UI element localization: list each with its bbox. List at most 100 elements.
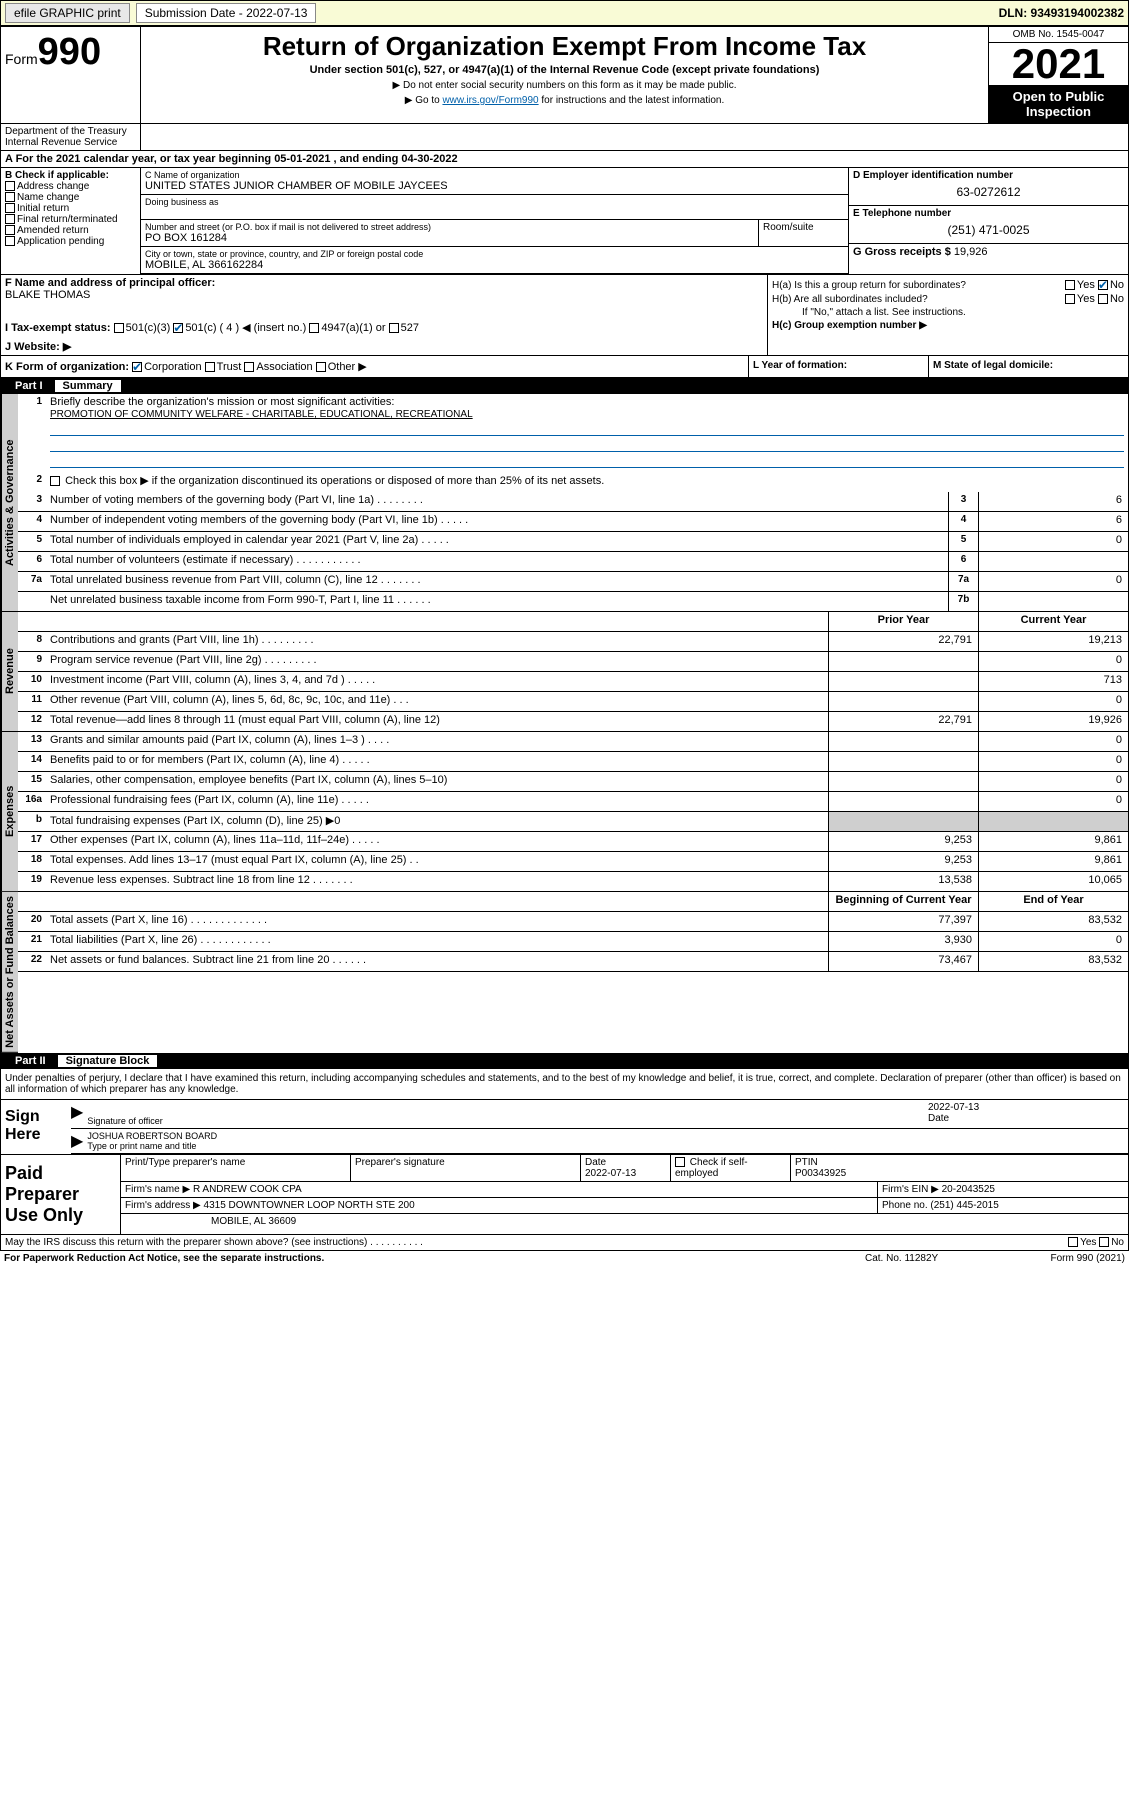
hb-yes[interactable] <box>1065 294 1075 304</box>
sign-here-block: Sign Here ▶ Signature of officer 2022-07… <box>1 1100 1128 1154</box>
ein-value: 63-0272612 <box>853 181 1124 203</box>
summary-row: 10 Investment income (Part VIII, column … <box>18 672 1128 692</box>
addr-label: Number and street (or P.O. box if mail i… <box>145 222 754 232</box>
summary-row: 7a Total unrelated business revenue from… <box>18 572 1128 592</box>
city-label: City or town, state or province, country… <box>145 249 844 259</box>
discuss-row: May the IRS discuss this return with the… <box>1 1234 1128 1250</box>
summary-row: 20 Total assets (Part X, line 16) . . . … <box>18 912 1128 932</box>
arrow-icon: ▶ <box>71 1102 83 1126</box>
paid-label: Paid Preparer Use Only <box>1 1155 121 1234</box>
d-label: D Employer identification number <box>853 170 1124 181</box>
row-i: I Tax-exempt status: 501(c)(3) 501(c) ( … <box>5 321 763 334</box>
summary-row: 6 Total number of volunteers (estimate i… <box>18 552 1128 572</box>
check-corp[interactable] <box>132 362 142 372</box>
check-4947[interactable] <box>309 323 319 333</box>
form-subtitle: Under section 501(c), 527, or 4947(a)(1)… <box>145 64 984 76</box>
j-label: J Website: ▶ <box>5 340 763 353</box>
paid-preparer-block: Paid Preparer Use Only Print/Type prepar… <box>1 1154 1128 1234</box>
check-trust[interactable] <box>205 362 215 372</box>
mission-text: PROMOTION OF COMMUNITY WELFARE - CHARITA… <box>50 409 473 420</box>
ha-yes[interactable] <box>1065 280 1075 290</box>
check-501c3[interactable] <box>114 323 124 333</box>
summary-row: 3 Number of voting members of the govern… <box>18 492 1128 512</box>
hb-note: If "No," attach a list. See instructions… <box>772 307 1124 318</box>
b-label: B Check if applicable: <box>5 170 136 181</box>
footer: For Paperwork Reduction Act Notice, see … <box>0 1251 1129 1266</box>
hb-no[interactable] <box>1098 294 1108 304</box>
summary-row: 12 Total revenue—add lines 8 through 11 … <box>18 712 1128 732</box>
submission-date-label: Submission Date - 2022-07-13 <box>136 3 317 23</box>
side-gov: Activities & Governance <box>1 394 18 612</box>
efile-print-button[interactable]: efile GRAPHIC print <box>5 3 130 23</box>
arrow-icon: ▶ <box>71 1131 83 1151</box>
form-number-box: Form990 <box>1 27 141 123</box>
org-address: PO BOX 161284 <box>145 232 754 244</box>
summary-row: 11 Other revenue (Part VIII, column (A),… <box>18 692 1128 712</box>
check-address[interactable] <box>5 181 15 191</box>
summary-row: 22 Net assets or fund balances. Subtract… <box>18 952 1128 972</box>
gross-receipts: 19,926 <box>954 246 988 258</box>
e-label: E Telephone number <box>853 208 1124 219</box>
summary-row: 9 Program service revenue (Part VIII, li… <box>18 652 1128 672</box>
form-title: Return of Organization Exempt From Incom… <box>145 31 984 62</box>
row-k: K Form of organization: Corporation Trus… <box>1 356 1128 378</box>
summary-row: 13 Grants and similar amounts paid (Part… <box>18 732 1128 752</box>
room-label: Room/suite <box>758 220 848 246</box>
c-name-label: C Name of organization <box>145 170 844 180</box>
form-main: Form990 Return of Organization Exempt Fr… <box>0 26 1129 1251</box>
summary-row: 19 Revenue less expenses. Subtract line … <box>18 872 1128 892</box>
ha-no[interactable] <box>1098 280 1108 290</box>
summary-gov: Activities & Governance 1 Briefly descri… <box>1 394 1128 612</box>
check-pending[interactable] <box>5 236 15 246</box>
line-a: A For the 2021 calendar year, or tax yea… <box>1 151 1128 168</box>
topbar: efile GRAPHIC print Submission Date - 20… <box>0 0 1129 26</box>
org-name: UNITED STATES JUNIOR CHAMBER OF MOBILE J… <box>145 180 844 192</box>
summary-row: b Total fundraising expenses (Part IX, c… <box>18 812 1128 832</box>
discuss-yes[interactable] <box>1068 1237 1078 1247</box>
form-note1: ▶ Do not enter social security numbers o… <box>145 80 984 91</box>
check-name[interactable] <box>5 192 15 202</box>
summary-row: 14 Benefits paid to or for members (Part… <box>18 752 1128 772</box>
summary-exp: Expenses 13 Grants and similar amounts p… <box>1 732 1128 892</box>
tax-year: 2021 <box>989 43 1128 85</box>
dln-label: DLN: 93493194002382 <box>999 6 1124 20</box>
open-public: Open to Public Inspection <box>989 85 1128 123</box>
f-label: F Name and address of principal officer: <box>5 277 763 289</box>
section-bcd: B Check if applicable: Address change Na… <box>1 168 1128 275</box>
org-city: MOBILE, AL 366162284 <box>145 259 844 271</box>
summary-row: 21 Total liabilities (Part X, line 26) .… <box>18 932 1128 952</box>
dept-label: Department of the Treasury Internal Reve… <box>1 124 141 150</box>
irs-link[interactable]: www.irs.gov/Form990 <box>442 95 538 106</box>
dept-row: Department of the Treasury Internal Reve… <box>1 124 1128 151</box>
title-box: Return of Organization Exempt From Incom… <box>141 27 988 123</box>
col-c: C Name of organization UNITED STATES JUN… <box>141 168 848 274</box>
check-amended[interactable] <box>5 225 15 235</box>
dba-label: Doing business as <box>145 197 844 207</box>
check-501c[interactable] <box>173 323 183 333</box>
discuss-no[interactable] <box>1099 1237 1109 1247</box>
check-initial[interactable] <box>5 203 15 213</box>
check-self-employed[interactable] <box>675 1157 685 1167</box>
form-note2: ▶ Go to www.irs.gov/Form990 for instruct… <box>145 95 984 106</box>
summary-row: 16a Professional fundraising fees (Part … <box>18 792 1128 812</box>
header-row: Form990 Return of Organization Exempt Fr… <box>1 27 1128 124</box>
part1-header: Part I Summary <box>1 378 1128 394</box>
summary-row: 8 Contributions and grants (Part VIII, l… <box>18 632 1128 652</box>
col-f: F Name and address of principal officer:… <box>1 275 768 355</box>
g-label: G Gross receipts $ <box>853 246 951 258</box>
check-assoc[interactable] <box>244 362 254 372</box>
check-other[interactable] <box>316 362 326 372</box>
side-net: Net Assets or Fund Balances <box>1 892 18 1053</box>
col-h: H(a) Is this a group return for subordin… <box>768 275 1128 355</box>
section-fh: F Name and address of principal officer:… <box>1 275 1128 356</box>
check-527[interactable] <box>389 323 399 333</box>
check-discontinued[interactable] <box>50 476 60 486</box>
part2-header: Part II Signature Block <box>1 1053 1128 1069</box>
col-de: D Employer identification number 63-0272… <box>848 168 1128 274</box>
check-final[interactable] <box>5 214 15 224</box>
side-rev: Revenue <box>1 612 18 732</box>
summary-row: Net unrelated business taxable income fr… <box>18 592 1128 612</box>
form-prefix: Form <box>5 51 38 67</box>
officer-name: BLAKE THOMAS <box>5 289 763 301</box>
summary-rev: Revenue Prior Year Current Year 8 Contri… <box>1 612 1128 732</box>
